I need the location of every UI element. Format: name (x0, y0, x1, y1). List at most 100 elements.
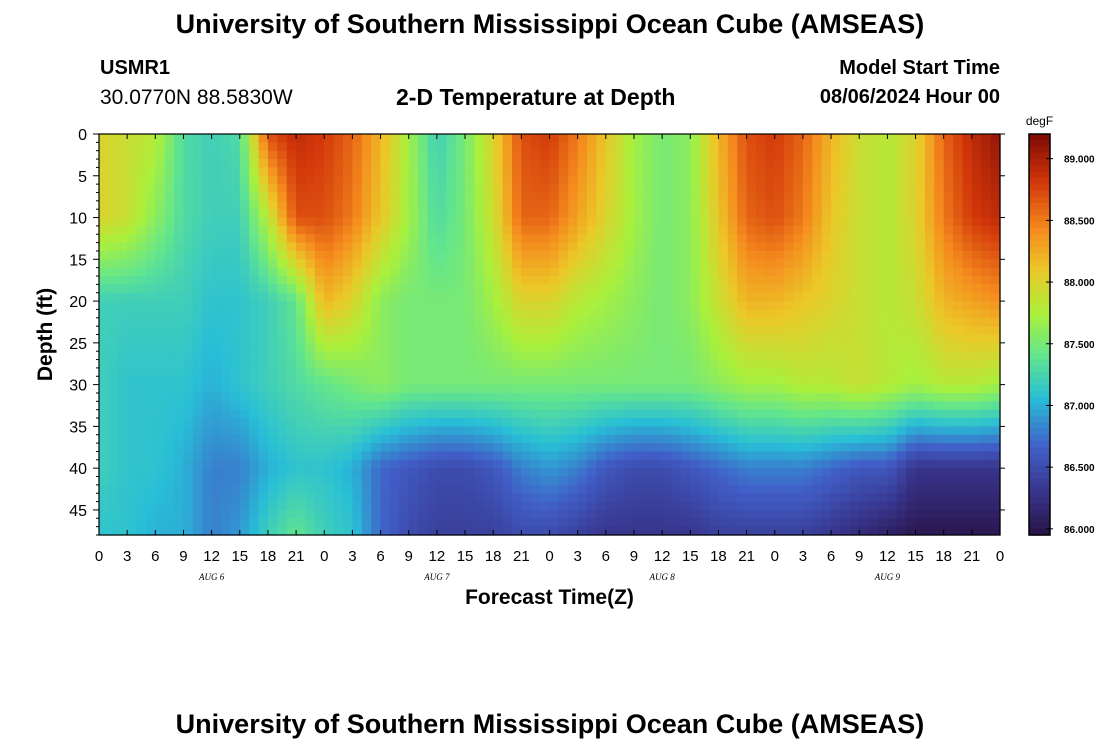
heatmap-cell (915, 159, 926, 169)
heatmap-cell (990, 150, 1001, 160)
heatmap-cell (549, 443, 560, 453)
heatmap-cell (418, 192, 429, 202)
heatmap-cell (483, 484, 494, 494)
heatmap-cell (868, 292, 879, 302)
heatmap-cell (436, 134, 447, 143)
heatmap-cell (389, 459, 400, 469)
heatmap-cell (521, 209, 532, 219)
heatmap-cell (896, 259, 907, 269)
heatmap-cell (389, 276, 400, 285)
heatmap-cell (530, 418, 541, 427)
heatmap-cell (896, 476, 907, 486)
heatmap-cell (605, 159, 616, 169)
heatmap-cell (343, 234, 354, 244)
heatmap-cell (380, 134, 391, 143)
heatmap-cell (953, 376, 964, 386)
heatmap-cell (981, 443, 992, 453)
heatmap-cell (662, 426, 673, 436)
heatmap-cell (906, 234, 917, 244)
heatmap-cell (399, 259, 410, 269)
heatmap-cell (802, 376, 813, 386)
heatmap-cell (296, 401, 307, 411)
heatmap-cell (108, 392, 119, 402)
heatmap-cell (624, 367, 635, 377)
heatmap-cell (680, 409, 691, 419)
heatmap-cell (296, 384, 307, 394)
colorbar-swatch (1029, 246, 1050, 254)
heatmap-cell (446, 359, 457, 369)
heatmap-cell (230, 351, 241, 361)
heatmap-cell (230, 192, 241, 202)
heatmap-cell (765, 309, 776, 319)
heatmap-cell (624, 392, 635, 402)
heatmap-cell (971, 426, 982, 436)
heatmap-cell (286, 426, 297, 436)
heatmap-cell (549, 292, 560, 302)
heatmap-cell (502, 301, 513, 311)
heatmap-cell (418, 351, 429, 361)
heatmap-cell (108, 209, 119, 219)
heatmap-cell (812, 359, 823, 369)
heatmap-cell (709, 418, 720, 427)
heatmap-cell (493, 434, 504, 444)
heatmap-cell (699, 351, 710, 361)
heatmap-cell (709, 509, 720, 519)
heatmap-cell (831, 468, 842, 478)
heatmap-cell (465, 301, 476, 311)
heatmap-cell (521, 493, 532, 503)
heatmap-cell (615, 468, 626, 478)
heatmap-cell (183, 284, 194, 294)
heatmap-cell (596, 259, 607, 269)
heatmap-cell (108, 200, 119, 210)
heatmap-cell (793, 384, 804, 394)
heatmap-cell (774, 342, 785, 352)
heatmap-cell (155, 259, 166, 269)
heatmap-cell (465, 526, 476, 536)
heatmap-cell (258, 376, 269, 386)
heatmap-cell (727, 334, 738, 344)
heatmap-cell (136, 209, 147, 219)
heatmap-cell (755, 468, 766, 478)
heatmap-cell (633, 175, 644, 185)
heatmap-cell (202, 225, 213, 235)
heatmap-cell (249, 209, 260, 219)
heatmap-cell (924, 476, 935, 486)
heatmap-cell (136, 459, 147, 469)
heatmap-cell (765, 459, 776, 469)
heatmap-cell (558, 150, 569, 160)
heatmap-cell (502, 367, 513, 377)
heatmap-cell (774, 501, 785, 511)
heatmap-cell (587, 250, 598, 260)
colorbar-swatch (1029, 227, 1050, 235)
heatmap-cell (305, 493, 316, 503)
heatmap-cell (558, 167, 569, 177)
heatmap-cell (971, 242, 982, 252)
heatmap-cell (577, 225, 588, 235)
heatmap-cell (737, 392, 748, 402)
heatmap-cell (877, 342, 888, 352)
heatmap-cell (943, 267, 954, 277)
heatmap-cell (859, 184, 870, 194)
heatmap-cell (765, 376, 776, 386)
heatmap-cell (136, 359, 147, 369)
heatmap-cell (812, 476, 823, 486)
heatmap-cell (465, 367, 476, 377)
heatmap-cell (633, 225, 644, 235)
heatmap-cell (343, 267, 354, 277)
heatmap-cell (680, 459, 691, 469)
heatmap-cell (127, 342, 138, 352)
heatmap-cell (436, 267, 447, 277)
heatmap-cell (530, 309, 541, 319)
heatmap-cell (709, 301, 720, 311)
heatmap-cell (887, 326, 898, 336)
heatmap-cell (267, 476, 278, 486)
colorbar-swatch (1029, 259, 1050, 267)
heatmap-cell (915, 309, 926, 319)
heatmap-cell (680, 250, 691, 260)
heatmap-cell (934, 259, 945, 269)
heatmap-cell (652, 259, 663, 269)
heatmap-cell (267, 250, 278, 260)
heatmap-cell (587, 359, 598, 369)
heatmap-cell (746, 434, 757, 444)
heatmap-cell (305, 134, 316, 143)
